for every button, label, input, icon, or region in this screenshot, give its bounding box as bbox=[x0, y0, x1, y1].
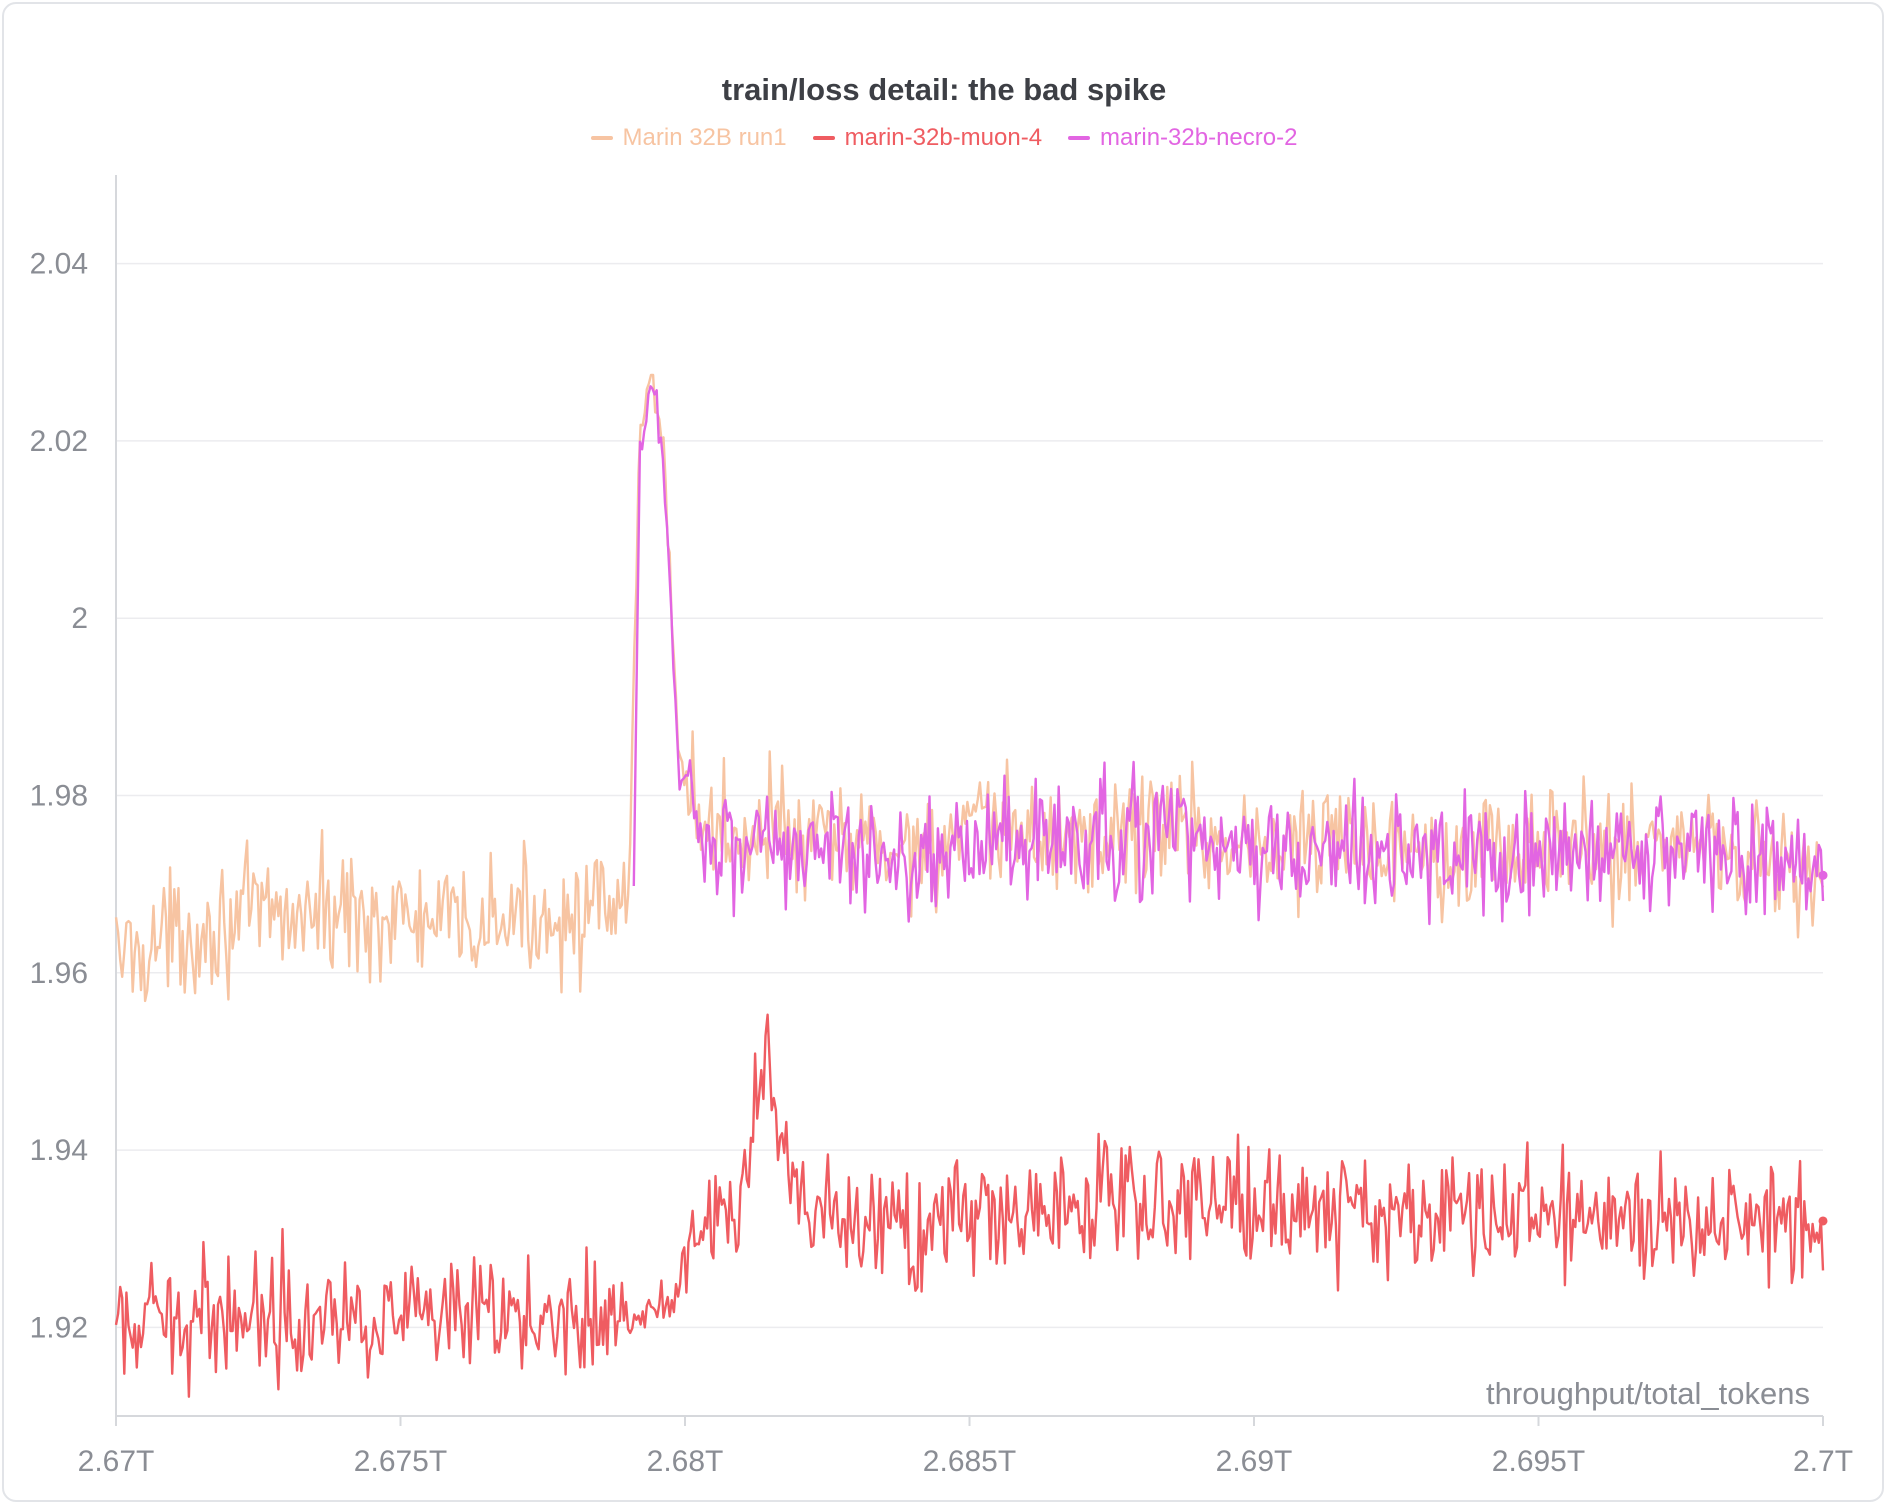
y-tick-label-5: 2.02 bbox=[30, 425, 88, 458]
legend-swatch-1 bbox=[812, 136, 835, 140]
series-line-2 bbox=[632, 385, 1825, 926]
y-tick-label-4: 2 bbox=[71, 602, 88, 635]
y-tick-label-1: 1.94 bbox=[30, 1134, 88, 1167]
legend-item-0[interactable]: Marin 32B run1 bbox=[590, 124, 787, 152]
series-end-point-2 bbox=[1818, 870, 1828, 880]
chart-title: train/loss detail: the bad spike bbox=[721, 72, 1167, 107]
chart-legend: Marin 32B run1 marin-32b-muon-4 marin-32… bbox=[0, 124, 1888, 152]
y-tick-label-0: 1.92 bbox=[30, 1311, 88, 1344]
legend-label-2: marin-32b-necro-2 bbox=[1100, 124, 1298, 151]
legend-label-0: Marin 32B run1 bbox=[622, 124, 787, 151]
axes-layer: 1.92 1.94 1.96 1.98 2 2.02 2.04 2.67T 2.675T 2.68… bbox=[30, 175, 1853, 1478]
series-layer bbox=[114, 373, 1828, 1398]
y-tick-label-3: 1.98 bbox=[30, 780, 88, 813]
x-tick-label-3: 2.685T bbox=[923, 1445, 1016, 1478]
x-axis-label: throughput/total_tokens bbox=[1486, 1376, 1810, 1411]
x-tick-label-1: 2.675T bbox=[354, 1445, 447, 1478]
legend-swatch-2 bbox=[1068, 136, 1091, 140]
legend-item-1[interactable]: marin-32b-muon-4 bbox=[812, 124, 1043, 152]
x-tick-label-0: 2.67T bbox=[78, 1445, 155, 1478]
legend-item-2[interactable]: marin-32b-necro-2 bbox=[1068, 124, 1297, 152]
series-line-0 bbox=[114, 373, 1825, 1003]
y-tick-label-6: 2.04 bbox=[30, 248, 88, 281]
x-tick-label-6: 2.7T bbox=[1793, 1445, 1853, 1478]
x-tick-label-4: 2.69T bbox=[1216, 1445, 1293, 1478]
series-end-point-1 bbox=[1818, 1216, 1828, 1226]
series-line-1 bbox=[114, 1013, 1825, 1398]
legend-swatch-0 bbox=[590, 136, 613, 140]
grid-layer bbox=[116, 262, 1823, 1329]
y-tick-label-2: 1.96 bbox=[30, 957, 88, 990]
x-tick-label-5: 2.695T bbox=[1492, 1445, 1585, 1478]
x-tick-label-2: 2.68T bbox=[647, 1445, 724, 1478]
legend-label-1: marin-32b-muon-4 bbox=[844, 124, 1043, 151]
